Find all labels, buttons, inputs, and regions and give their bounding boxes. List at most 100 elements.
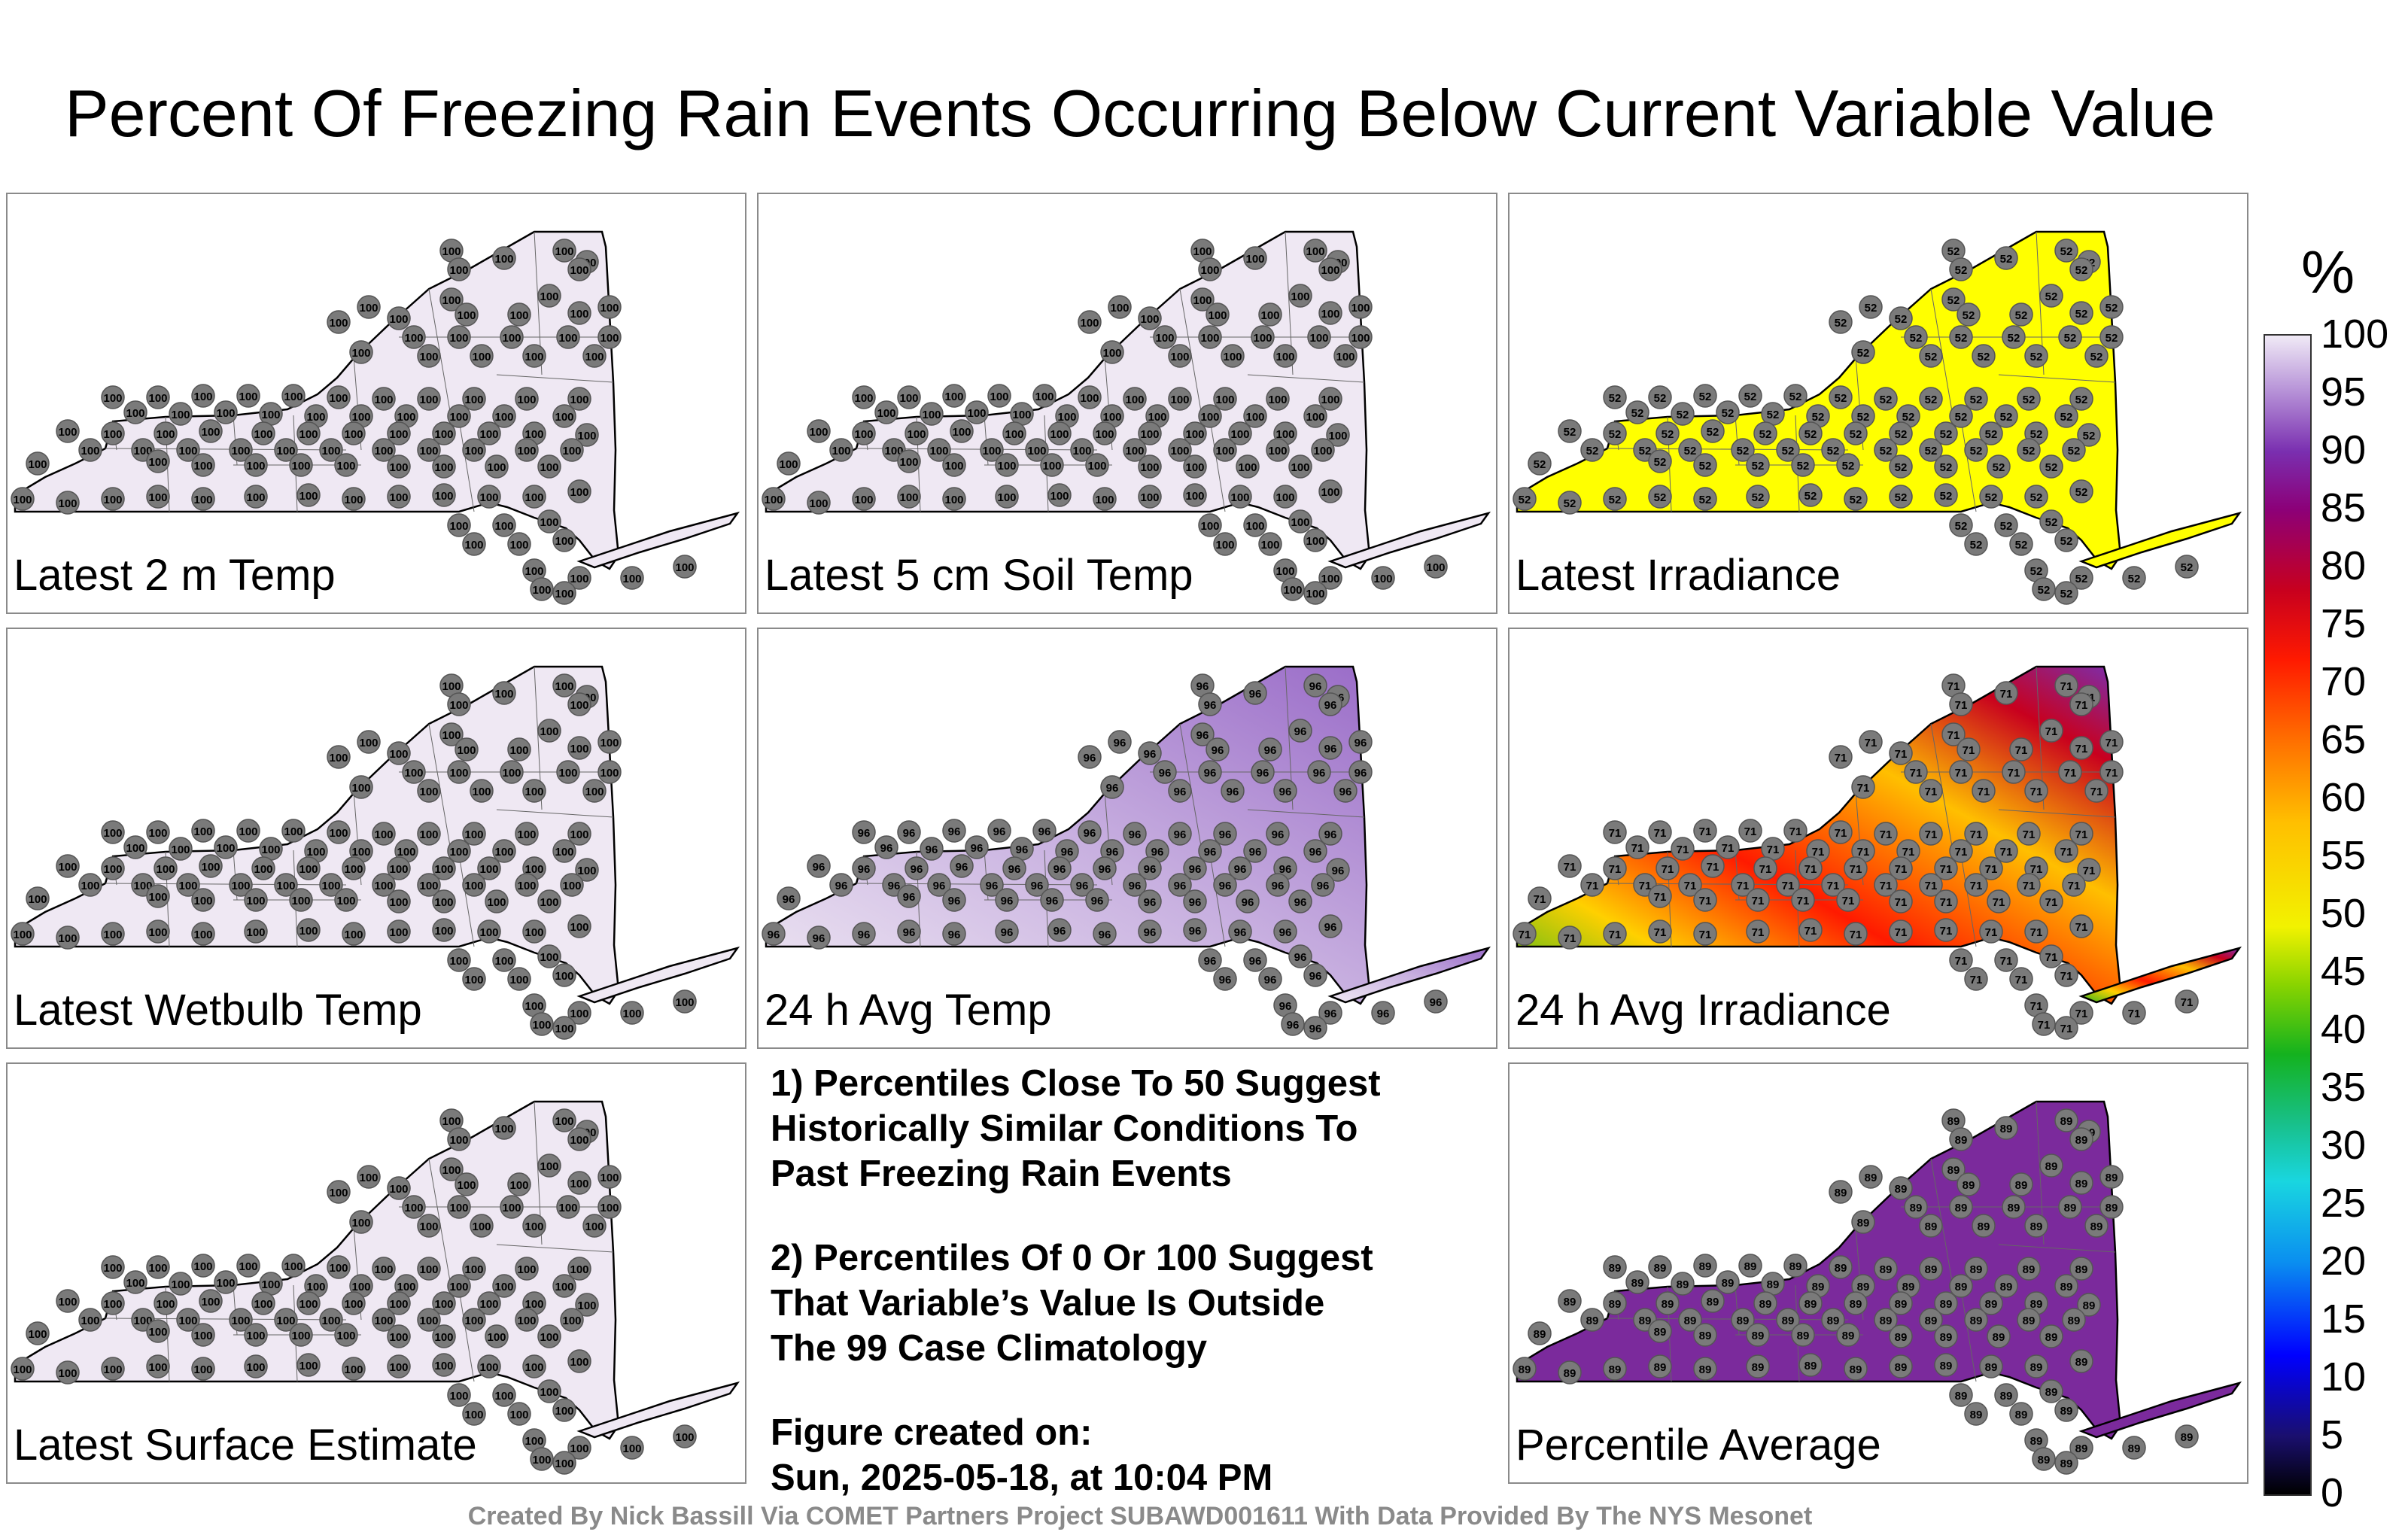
station-marker: 100 (372, 822, 396, 846)
station-marker: 100 (1311, 438, 1335, 462)
colorbar-tick-label: 90 (2321, 427, 2367, 473)
station-value: 100 (570, 1134, 588, 1147)
station-marker: 89 (2017, 1257, 2041, 1281)
station-value: 96 (1129, 828, 1142, 841)
station-marker: 89 (1738, 1254, 1762, 1278)
station-value: 89 (2000, 1123, 2013, 1135)
station-value: 89 (2030, 1220, 2043, 1233)
station-value: 52 (2105, 332, 2118, 345)
station-marker: 100 (447, 1195, 471, 1219)
station-value: 100 (419, 828, 438, 841)
colorbar-tick-label: 10 (2321, 1354, 2367, 1400)
station-value: 96 (1008, 863, 1021, 876)
station-marker: 89 (1949, 1127, 1973, 1151)
station-marker: 100 (176, 873, 200, 897)
station-value: 52 (2181, 561, 2194, 574)
station-marker: 100 (1183, 421, 1207, 445)
station-value: 89 (2105, 1202, 2118, 1214)
station-value: 96 (1099, 929, 1111, 941)
station-value: 89 (1767, 1278, 1780, 1291)
station-marker: 52 (1994, 513, 2018, 537)
station-marker: 89 (2069, 1349, 2093, 1373)
station-marker: 100 (620, 1436, 644, 1460)
station-marker: 100 (537, 284, 561, 308)
station-value: 89 (2075, 1263, 2088, 1276)
station-marker: 52 (2009, 302, 2033, 327)
station-marker: 89 (1678, 1308, 1702, 1332)
station-value: 100 (487, 1331, 506, 1344)
station-marker: 96 (942, 819, 966, 843)
station-marker: 71 (2024, 779, 2048, 803)
station-marker: 100 (522, 993, 546, 1017)
station-value: 96 (1204, 767, 1217, 780)
station-value: 52 (1963, 309, 1975, 322)
station-marker: 100 (78, 873, 102, 897)
station-marker: 89 (1791, 1323, 1815, 1347)
station-marker: 100 (146, 385, 170, 409)
station-marker: 89 (2039, 1324, 2063, 1348)
station-value: 100 (246, 895, 265, 907)
station-value: 89 (2060, 1281, 2073, 1293)
station-marker: 96 (980, 873, 1004, 897)
station-value: 71 (1564, 932, 1576, 945)
station-value: 89 (1842, 1330, 1855, 1342)
station-value: 100 (449, 846, 468, 859)
station-marker: 100 (455, 737, 479, 761)
station-marker: 89 (2175, 1424, 2199, 1448)
station-marker: 71 (1919, 779, 1943, 803)
station-marker: 100 (1183, 483, 1207, 507)
station-value: 100 (1193, 294, 1212, 307)
station-marker: 96 (1198, 760, 1222, 784)
station-value: 100 (374, 828, 393, 841)
station-value: 52 (1895, 461, 1908, 474)
station-value: 100 (540, 516, 558, 529)
station-marker: 100 (537, 1154, 561, 1178)
station-value: 100 (449, 411, 468, 424)
station-marker: 89 (2054, 1398, 2078, 1422)
station-value: 96 (1106, 846, 1119, 859)
station-marker: 100 (537, 509, 561, 533)
station-marker: 71 (1655, 856, 1680, 880)
station-marker: 52 (1949, 513, 1973, 537)
station-marker: 89 (2054, 1108, 2078, 1132)
station-marker: 89 (1603, 1291, 1627, 1315)
station-marker: 96 (920, 837, 944, 861)
station-value: 52 (1985, 491, 1998, 504)
station-marker: 100 (387, 1176, 411, 1200)
colorbar-tick-label: 25 (2321, 1181, 2367, 1226)
station-marker: 71 (2069, 736, 2093, 760)
note-2-line-3: The 99 Case Climatology (771, 1328, 1208, 1369)
station-value: 100 (464, 1315, 483, 1327)
colorbar-tick-label: 95 (2321, 369, 2367, 415)
station-value: 71 (1880, 880, 1893, 892)
station-marker: 96 (1138, 919, 1162, 944)
station-value: 100 (404, 1202, 423, 1214)
station-value: 100 (967, 407, 986, 420)
note-1-line-2: Historically Similar Conditions To (771, 1108, 1358, 1149)
station-marker: 100 (485, 454, 509, 479)
station-marker: 100 (417, 873, 441, 897)
station-value: 100 (148, 1326, 167, 1339)
station-value: 100 (1238, 461, 1257, 474)
station-marker: 100 (131, 873, 155, 897)
station-value: 52 (1850, 494, 1862, 506)
station-marker: 89 (1798, 1291, 1823, 1315)
station-marker: 100 (169, 837, 193, 861)
station-value: 100 (321, 1315, 340, 1327)
station-marker: 71 (2175, 989, 2199, 1014)
station-value: 100 (570, 486, 588, 499)
station-value: 100 (509, 1409, 528, 1421)
station-value: 100 (502, 332, 521, 345)
station-marker: 89 (1874, 1308, 1898, 1332)
station-marker: 100 (492, 839, 516, 863)
station-marker: 89 (1949, 1274, 1973, 1298)
station-marker: 100 (556, 760, 580, 784)
station-value: 100 (494, 955, 513, 968)
station-marker: 52 (1746, 453, 1770, 477)
station-value: 71 (1654, 926, 1667, 939)
station-marker: 100 (1371, 566, 1395, 590)
station-marker: 89 (1701, 1289, 1725, 1313)
station-marker: 100 (942, 384, 966, 408)
station-marker: 100 (101, 1357, 125, 1381)
station-marker: 71 (1964, 967, 1988, 991)
